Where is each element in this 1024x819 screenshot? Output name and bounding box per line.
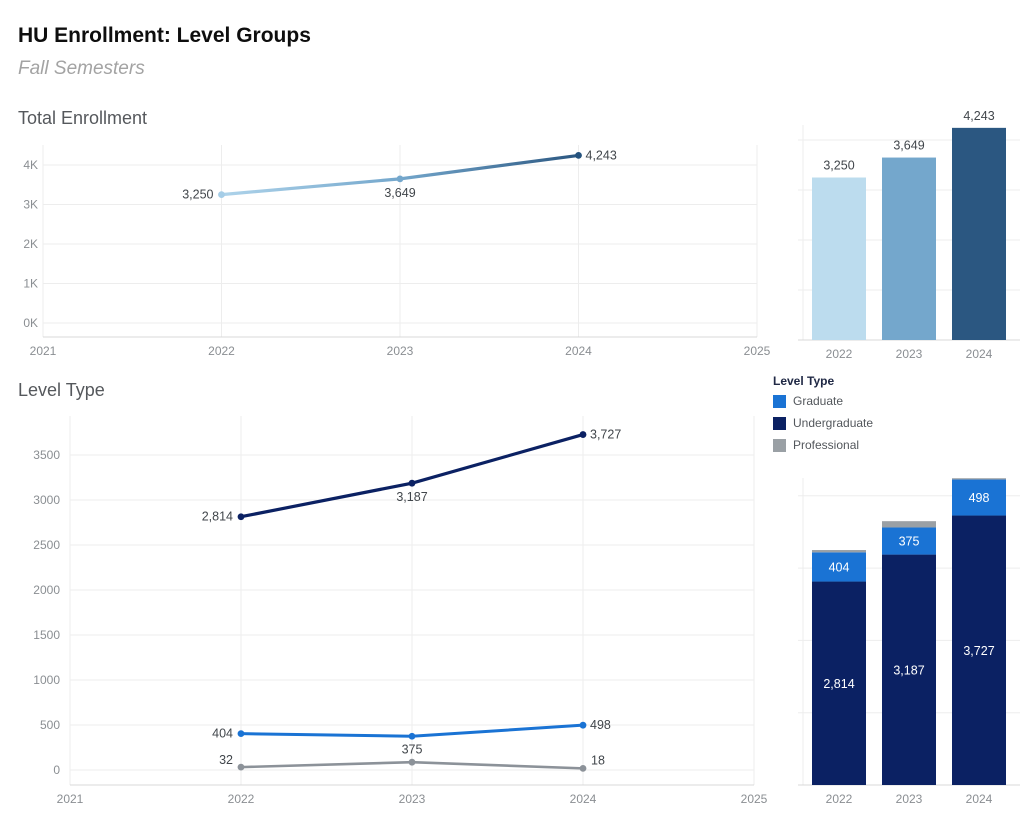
- chart-text: 404: [829, 560, 850, 574]
- stacked-segment-professional-2023[interactable]: [882, 521, 936, 528]
- data-point[interactable]: [396, 175, 404, 183]
- chart-text: 2500: [33, 538, 60, 552]
- bar-2023[interactable]: [882, 157, 936, 340]
- chart-text: 375: [899, 535, 920, 549]
- chart-text: 3,250: [823, 159, 854, 173]
- legend-items: Graduate Undergraduate Professional: [773, 394, 873, 452]
- legend-item-graduate[interactable]: Graduate: [773, 394, 873, 408]
- stacked-segment-professional-2022[interactable]: [812, 550, 866, 553]
- stacked-segment-undergraduate-2023[interactable]: [882, 554, 936, 785]
- chart-text: 498: [590, 718, 611, 732]
- chart-text: 3,250: [182, 188, 213, 202]
- legend-label: Graduate: [793, 394, 844, 408]
- legend-label: Professional: [793, 438, 860, 452]
- chart-text: 1500: [33, 628, 60, 642]
- chart-text: 2023: [896, 792, 923, 806]
- chart-text: 2024: [565, 344, 592, 358]
- chart-text: 2023: [896, 347, 923, 361]
- total-enrollment-title: Total Enrollment: [18, 108, 148, 128]
- chart-text: 498: [969, 491, 990, 505]
- level-type-title: Level Type: [18, 380, 105, 400]
- chart-text: 1K: [23, 277, 38, 291]
- chart-text: 2024: [966, 792, 993, 806]
- chart-text: 3,649: [384, 186, 415, 200]
- chart-text: 2,814: [823, 677, 854, 691]
- chart-text: 3,187: [893, 663, 924, 677]
- chart-text: 3,727: [963, 644, 994, 658]
- chart-text: 3,649: [893, 139, 924, 153]
- legend-swatch-icon: [773, 416, 786, 430]
- legend-item-professional[interactable]: Professional: [773, 438, 873, 452]
- chart-text: 2022: [826, 347, 853, 361]
- chart-text: 0: [53, 763, 60, 777]
- level-type-stacked-bar-chart[interactable]: 2,814 404 2022 3,187 375 2023 3,727 498 2024: [790, 460, 1024, 812]
- chart-text: 2025: [744, 344, 771, 358]
- chart-text: 32: [219, 753, 233, 767]
- legend-title: Level Type: [773, 374, 835, 388]
- chart-text: 3,187: [396, 490, 427, 504]
- chart-text: 500: [40, 718, 60, 732]
- chart-text: 4K: [23, 158, 38, 172]
- data-point[interactable]: [408, 479, 416, 487]
- chart-text: 1000: [33, 673, 60, 687]
- level-type-line-chart[interactable]: 0 500 1000 1500 2000 2500 3000 3500 2021 2022 2023…: [0, 410, 775, 812]
- chart-text: 2022: [208, 344, 235, 358]
- stacked-segment-graduate-2023[interactable]: [882, 527, 936, 555]
- legend-label: Undergraduate: [793, 416, 874, 430]
- bar-2022[interactable]: [812, 177, 866, 341]
- data-point[interactable]: [218, 191, 225, 199]
- data-point[interactable]: [579, 431, 587, 438]
- data-point[interactable]: [237, 513, 245, 521]
- stacked-segment-graduate-2022[interactable]: [812, 552, 866, 582]
- page-title: HU Enrollment: Level Groups: [18, 24, 311, 47]
- chart-text: 2023: [387, 344, 414, 358]
- chart-text: 404: [212, 727, 233, 741]
- data-point[interactable]: [237, 763, 245, 771]
- data-point[interactable]: [579, 721, 587, 729]
- chart-text: 2021: [30, 344, 57, 358]
- stacked-segment-undergraduate-2022[interactable]: [812, 581, 866, 785]
- chart-text: 2023: [399, 792, 426, 806]
- chart-text: 2000: [33, 583, 60, 597]
- chart-text: 4,243: [586, 148, 617, 162]
- chart-text: 2024: [966, 347, 993, 361]
- legend-swatch-icon: [773, 438, 786, 452]
- stacked-segment-undergraduate-2024[interactable]: [952, 515, 1006, 785]
- chart-text: 3K: [23, 198, 38, 212]
- data-point[interactable]: [408, 732, 416, 740]
- data-point[interactable]: [575, 152, 582, 159]
- chart-text: 2,814: [202, 510, 233, 524]
- chart-text: 2025: [741, 792, 768, 806]
- chart-text: 18: [591, 753, 605, 767]
- chart-text: 375: [402, 742, 423, 756]
- stacked-segment-professional-2024[interactable]: [952, 478, 1006, 480]
- chart-text: 3500: [33, 448, 60, 462]
- level-type-legend: Level Type Graduate Undergraduate Professi…: [773, 374, 873, 460]
- chart-text: 2K: [23, 237, 38, 251]
- chart-text: 2022: [826, 792, 853, 806]
- page-subtitle: Fall Semesters: [18, 58, 145, 79]
- chart-text: 3,727: [590, 428, 621, 442]
- bar-2024[interactable]: [952, 127, 1006, 340]
- chart-text: 4,243: [963, 109, 994, 123]
- chart-text: 2022: [228, 792, 255, 806]
- data-point[interactable]: [579, 764, 587, 772]
- chart-text: 2021: [57, 792, 84, 806]
- total-enrollment-line-chart[interactable]: 0K 1K 2K 3K 4K 2021 2022 2023 2024 2025 3,250 3,649…: [0, 135, 775, 367]
- chart-text: 2024: [570, 792, 597, 806]
- chart-text: 0K: [23, 316, 38, 330]
- chart-text: 3000: [33, 493, 60, 507]
- total-enrollment-bar-chart[interactable]: 3,250 2022 3,649 2023 4,243 2024: [790, 95, 1024, 373]
- data-point[interactable]: [408, 758, 416, 766]
- data-point[interactable]: [237, 730, 245, 738]
- legend-swatch-icon: [773, 394, 786, 408]
- legend-item-undergraduate[interactable]: Undergraduate: [773, 416, 873, 430]
- stacked-segment-graduate-2024[interactable]: [952, 479, 1006, 516]
